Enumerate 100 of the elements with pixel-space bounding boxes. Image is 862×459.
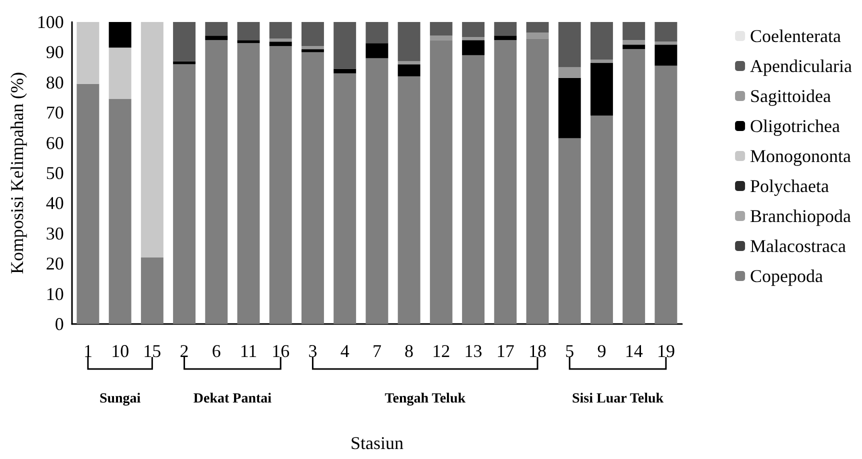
bar — [430, 22, 452, 36]
y-tick-label: 70 — [46, 102, 64, 123]
bar — [76, 84, 100, 324]
bar — [654, 42, 678, 45]
x-tick-label: 2 — [180, 341, 189, 361]
bar — [205, 22, 228, 36]
bar — [558, 78, 581, 138]
bar — [430, 36, 452, 40]
bar — [76, 22, 100, 84]
x-tick-label: 14 — [624, 341, 643, 361]
bar — [237, 40, 260, 44]
bar — [590, 22, 613, 60]
bar — [140, 22, 164, 258]
y-tick-label: 10 — [46, 284, 64, 304]
legend-label: Branchiopoda — [750, 206, 852, 226]
x-tick-label: 16 — [272, 341, 290, 361]
bar — [526, 38, 549, 324]
bar — [269, 42, 292, 46]
bar — [269, 22, 292, 39]
bar — [558, 138, 581, 324]
x-tick-label: 12 — [432, 341, 450, 361]
bar — [301, 46, 324, 50]
y-tick-label: 40 — [46, 193, 64, 214]
bar — [205, 40, 228, 324]
x-tick-label: 1 — [83, 341, 92, 361]
text: Dekat Pantai — [193, 392, 272, 406]
x-tick-label: 8 — [404, 341, 414, 361]
bar — [366, 58, 388, 324]
bar — [462, 37, 485, 40]
y-tick-label: 0 — [54, 314, 64, 334]
bar — [654, 22, 678, 42]
bar — [366, 43, 388, 58]
y-tick-label: 90 — [46, 42, 64, 62]
bar — [622, 49, 646, 324]
bar — [237, 22, 260, 40]
legend-label: Monogononta — [750, 146, 852, 166]
bar — [654, 66, 678, 324]
text: Sisi Luar Teluk — [572, 392, 664, 406]
bar — [398, 22, 420, 62]
bar — [462, 40, 485, 56]
bar — [526, 22, 549, 33]
x-tick-label: 5 — [565, 341, 574, 361]
bar — [301, 52, 324, 324]
y-tick-label: 100 — [36, 12, 64, 32]
bar — [622, 22, 646, 40]
bar — [173, 61, 196, 64]
y-tick-label: 30 — [46, 223, 64, 244]
bar — [526, 32, 549, 39]
bar — [237, 43, 260, 324]
x-tick-label: 18 — [528, 341, 547, 361]
bar — [301, 49, 324, 52]
bar — [173, 22, 196, 62]
bar — [334, 73, 356, 324]
legend-label: Polychaeta — [750, 176, 830, 196]
bar — [140, 258, 164, 324]
x-tick-label: 9 — [597, 341, 606, 361]
legend-label: Copepoda — [750, 266, 824, 286]
bar — [494, 40, 517, 324]
bar — [494, 22, 517, 36]
bar — [462, 55, 485, 324]
y-tick-label: 80 — [46, 72, 64, 92]
y-tick-label: 60 — [46, 132, 64, 153]
bar — [108, 48, 132, 100]
x-tick-label: 3 — [308, 341, 318, 361]
bar — [558, 22, 581, 68]
x-tick-label: 13 — [464, 341, 482, 361]
bar — [494, 36, 517, 40]
y-tick-label: 50 — [46, 163, 64, 183]
x-axis-title: Stasiun — [350, 433, 404, 453]
x-tick-label: 6 — [212, 341, 221, 361]
x-tick-label: 11 — [240, 341, 258, 361]
bar — [622, 44, 646, 50]
x-tick-label: 17 — [496, 341, 514, 361]
x-tick-label: 4 — [340, 341, 350, 361]
bar — [334, 68, 356, 74]
bar — [398, 76, 420, 324]
bar — [205, 36, 228, 40]
bar — [108, 99, 132, 324]
bar — [301, 22, 324, 46]
bar — [462, 22, 485, 38]
bar — [398, 64, 420, 76]
bar — [108, 22, 132, 48]
legend-label: Oligotrichea — [750, 116, 840, 136]
bar — [622, 40, 646, 45]
bar — [398, 61, 420, 64]
x-tick-label: 10 — [111, 341, 130, 361]
y-tick-label: 20 — [46, 254, 64, 274]
x-tick-label: 15 — [143, 341, 162, 361]
text: Tengah Teluk — [384, 392, 466, 406]
legend-label: Malacostraca — [750, 236, 846, 256]
bar — [558, 67, 581, 78]
bar — [590, 116, 613, 324]
legend-label: Apendicularia — [750, 56, 852, 76]
legend-label: Sagittoidea — [750, 86, 832, 106]
bar — [590, 62, 613, 116]
bar — [334, 22, 356, 69]
x-tick-label: 19 — [656, 341, 675, 361]
y-axis-title: Komposisi Kelimpahan (%) — [7, 72, 27, 274]
bar — [430, 40, 452, 324]
text: Sungai — [99, 392, 141, 406]
